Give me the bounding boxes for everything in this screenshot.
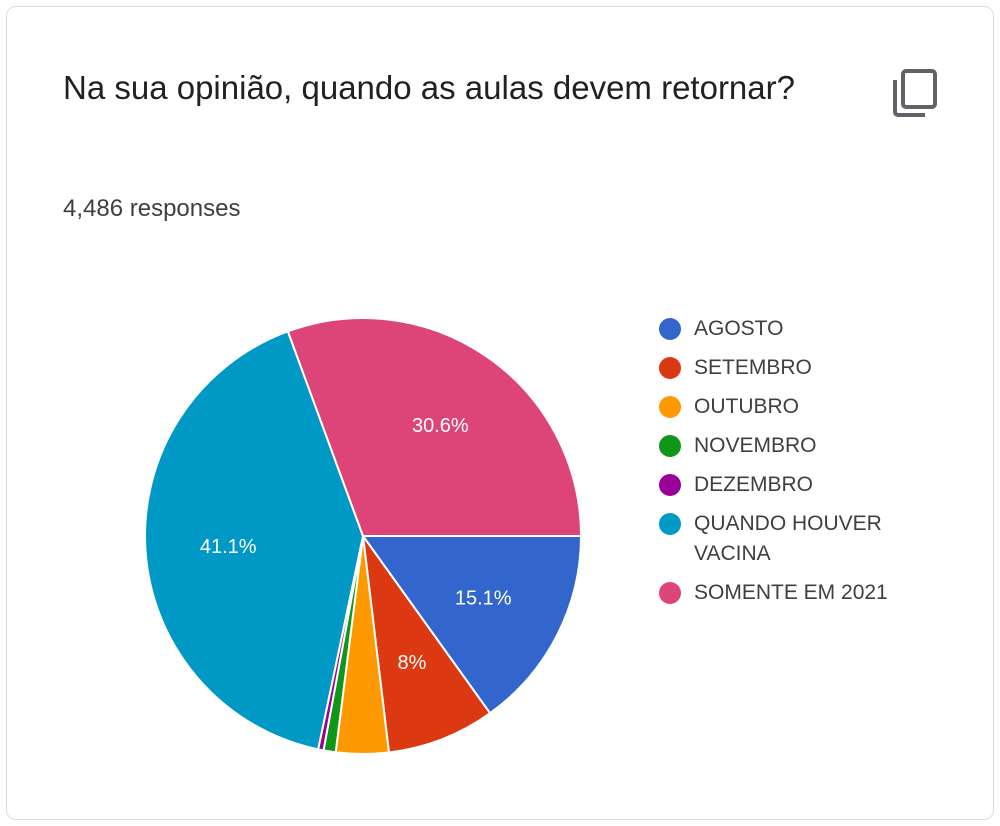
slice-label: 41.1% [200,536,257,558]
pie-slice-agosto[interactable] [361,535,583,715]
legend-label: QUANDO HOUVER VACINA [694,512,882,565]
legend-item[interactable]: OUTUBRO [659,392,959,422]
pie-slice-somente-em-2021[interactable] [286,317,583,537]
legend-item[interactable]: SOMENTE EM 2021 [659,578,959,608]
legend-swatch [659,435,681,457]
legend-label: NOVEMBRO [694,434,817,457]
legend-swatch [659,396,681,418]
legend-item[interactable]: SETEMBRO [659,353,959,383]
legend-item[interactable]: DEZEMBRO [659,470,959,500]
legend-label: SOMENTE EM 2021 [694,581,888,604]
slice-label: 15.1% [455,588,512,610]
slice-label: 8% [398,652,427,674]
legend-label: DEZEMBRO [694,473,814,496]
chart-legend: AGOSTO SETEMBRO OUTUBRO NOVEMBRO DEZEMBRO QUA… [659,314,959,617]
copy-icon [893,69,937,117]
legend-swatch [659,318,681,340]
legend-item[interactable]: AGOSTO [659,314,959,344]
legend-swatch [659,474,681,496]
chart-card: Na sua opinião, quando as aulas devem re… [6,6,994,820]
slice-label: 30.6% [412,415,469,437]
response-count: 4,486 responses [63,195,241,222]
legend-item[interactable]: QUANDO HOUVER VACINA [659,509,959,569]
legend-swatch [659,513,681,535]
legend-swatch [659,357,681,379]
copy-chart-button[interactable] [887,65,943,121]
pie-slice-setembro[interactable] [362,535,492,754]
pie-slice-quando-houver-vacina[interactable] [144,330,365,751]
legend-label: AGOSTO [694,317,784,340]
question-title: Na sua opinião, quando as aulas devem re… [63,69,795,106]
legend-item[interactable]: NOVEMBRO [659,431,959,461]
pie-chart: 15.1% 8% 41.1% 30.6% [144,317,583,755]
legend-label: SETEMBRO [694,356,812,379]
legend-label: OUTUBRO [694,395,799,418]
legend-swatch [659,582,681,604]
